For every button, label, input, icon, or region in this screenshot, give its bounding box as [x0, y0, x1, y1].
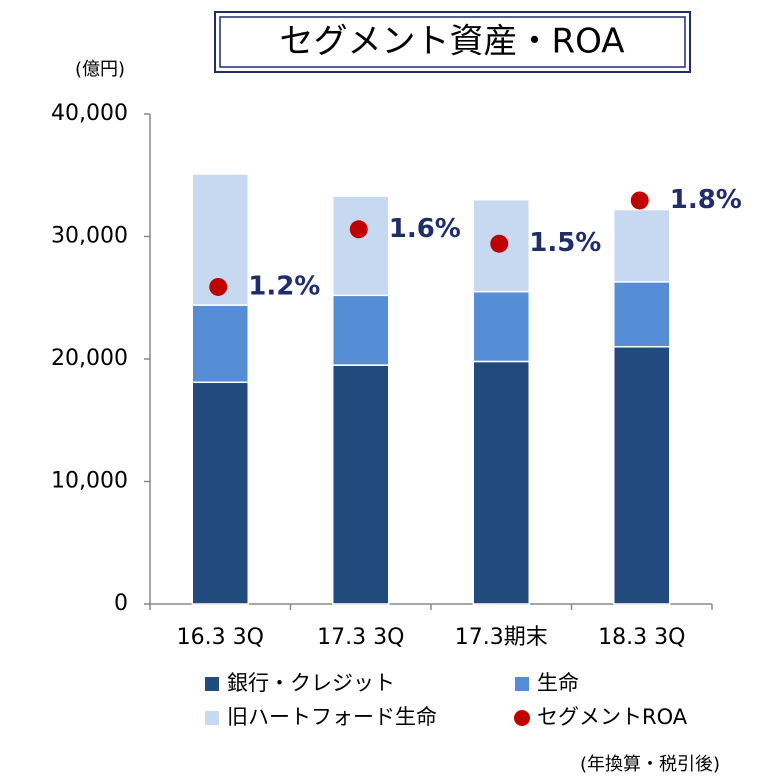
bar-segment: [332, 294, 390, 366]
legend-label: 銀行・クレジット: [227, 671, 395, 695]
roa-dot: [349, 220, 368, 239]
data-label: 1.5%: [529, 228, 601, 258]
bar-segment: [613, 346, 671, 605]
bar-segment: [472, 360, 530, 605]
x-tick-label: 17.3 3Q: [317, 625, 404, 650]
legend-label: 生命: [537, 671, 579, 695]
roa-dot: [209, 277, 228, 296]
legend-swatch: [205, 677, 219, 691]
chart-title: セグメント資産・ROA: [279, 22, 624, 62]
y-tick-label: 30,000: [51, 224, 128, 249]
legend-swatch: [515, 677, 529, 691]
bar-segment: [332, 364, 390, 605]
x-tick-label: 16.3 3Q: [177, 625, 264, 650]
title-frame-inner: [219, 16, 686, 68]
x-tick-label: 18.3 3Q: [598, 625, 685, 650]
legend-swatch: [514, 710, 530, 726]
bar-segment: [191, 381, 249, 605]
roa-dot: [490, 234, 509, 253]
legend-swatch: [205, 711, 219, 725]
bar-segment: [613, 208, 671, 283]
data-label: 1.6%: [389, 214, 461, 244]
roa-dot: [630, 191, 649, 210]
data-label: 1.8%: [670, 185, 742, 215]
bar-segment: [332, 195, 390, 297]
data-label: 1.2%: [248, 271, 320, 301]
y-tick-label: 0: [114, 591, 128, 616]
legend-label: 旧ハートフォード生命: [227, 705, 437, 729]
y-tick-label: 40,000: [51, 101, 128, 126]
y-tick-label: 20,000: [51, 346, 128, 371]
y-tick-label: 10,000: [51, 469, 128, 494]
bar-segment: [191, 304, 249, 384]
y-axis-label: (億円): [75, 59, 125, 80]
bar-segment: [472, 290, 530, 363]
note: (年換算・税引後): [580, 754, 720, 775]
bar-segment: [613, 281, 671, 348]
x-tick-label: 17.3期末: [455, 625, 548, 650]
title-frame-outer: [214, 11, 691, 73]
legend-label: セグメントROA: [537, 705, 688, 729]
